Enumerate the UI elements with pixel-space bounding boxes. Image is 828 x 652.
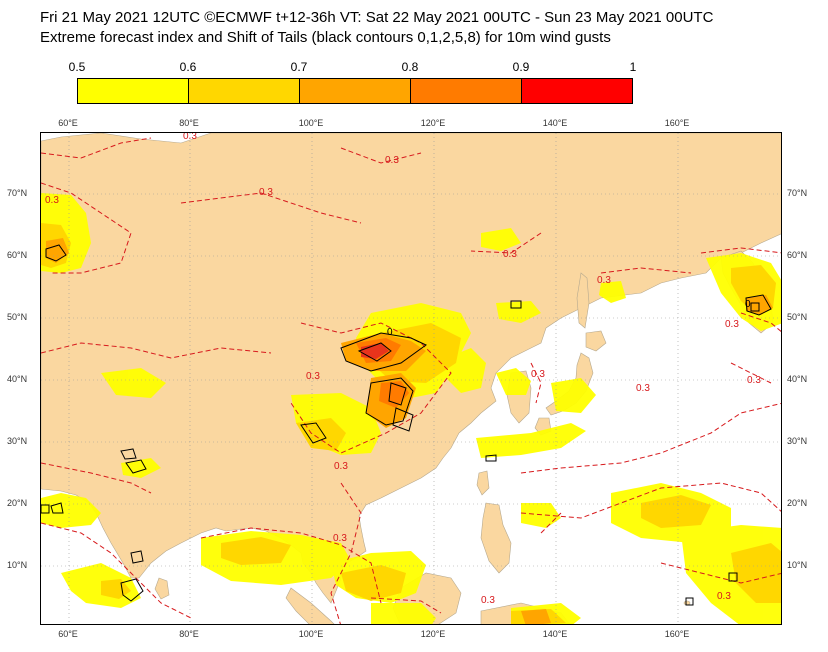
contour-label-2: 0.3 (385, 155, 399, 166)
colorbar-bin-1 (77, 78, 189, 104)
lon-label-top-140: 140°E (542, 118, 568, 128)
map-panel: 0.3 0.3 0.3 0.3 0.3 0.3 0.3 0.3 0.3 0.3 … (40, 132, 782, 625)
colorbar-tick-3: 0.8 (401, 60, 419, 74)
contour-label-1: 0.3 (183, 133, 197, 142)
lon-label-top-160: 160°E (664, 118, 690, 128)
lat-label-left-10: 10°N (7, 560, 28, 570)
contour-label-11: 0.3 (334, 461, 348, 472)
colorbar-tick-2: 0.7 (290, 60, 308, 74)
land-sumatra (285, 587, 335, 624)
colorbar-tick-5: 1 (629, 60, 637, 74)
lat-label-right-50: 50°N (787, 312, 808, 322)
colorbar-bin-5 (521, 78, 633, 104)
lon-label-bottom-160: 160°E (664, 629, 690, 639)
contour-labels: 0.3 0.3 0.3 0.3 0.3 0.3 0.3 0.3 0.3 0.3 … (45, 133, 761, 606)
sot-label-1: 0 (387, 327, 393, 338)
contour-label-3: 0.3 (259, 187, 273, 198)
lat-label-left-20: 20°N (7, 498, 28, 508)
lon-label-top-80: 80°E (179, 118, 199, 128)
colorbar-tick-1: 0.6 (179, 60, 197, 74)
lon-label-top-100: 100°E (298, 118, 324, 128)
contour-label-15: 0.3 (725, 319, 739, 330)
colorbar-bin-4 (410, 78, 522, 104)
lat-label-right-10: 10°N (787, 560, 808, 570)
contour-label-10: 0.3 (636, 383, 650, 394)
lat-label-left-30: 30°N (7, 436, 28, 446)
lon-label-bottom-140: 140°E (542, 629, 568, 639)
contour-label-14: 0.3 (717, 591, 731, 602)
colorbar-tick-4: 0.9 (512, 60, 530, 74)
lon-label-top-60: 60°E (58, 118, 78, 128)
land-srilanka (154, 577, 170, 600)
contour-label-13: 0.3 (481, 595, 495, 606)
title-line-2: Extreme forecast index and Shift of Tail… (40, 29, 611, 46)
lon-label-top-120: 120°E (420, 118, 446, 128)
lat-label-right-30: 30°N (787, 436, 808, 446)
title-line-1: Fri 21 May 2021 12UTC ©ECMWF t+12-36h VT… (40, 9, 714, 26)
lon-label-bottom-60: 60°E (58, 629, 78, 639)
contour-label-12: 0.3 (333, 533, 347, 544)
lat-label-left-50: 50°N (7, 312, 28, 322)
efi-layer (41, 193, 781, 624)
land-japan-hokkaido (585, 330, 607, 352)
lat-label-left-40: 40°N (7, 374, 28, 384)
contour-label-8: 0.3 (531, 369, 545, 380)
contour-label-4: 0.3 (45, 195, 59, 206)
lat-label-right-70: 70°N (787, 188, 808, 198)
land-taiwan (476, 470, 490, 496)
sot-contours (41, 244, 772, 606)
colorbar-tick-0: 0.5 (68, 60, 86, 74)
efi-0.3-contours (41, 137, 781, 624)
map-canvas: 0.3 0.3 0.3 0.3 0.3 0.3 0.3 0.3 0.3 0.3 … (41, 133, 781, 624)
contour-label-9: 0.3 (747, 375, 761, 386)
lat-label-right-40: 40°N (787, 374, 808, 384)
colorbar-bin-3 (299, 78, 411, 104)
contour-label-5: 0.3 (503, 249, 517, 260)
lat-label-left-60: 60°N (7, 250, 28, 260)
contour-label-6: 0.3 (597, 275, 611, 286)
colorbar-bin-2 (188, 78, 300, 104)
lon-label-bottom-80: 80°E (179, 629, 199, 639)
lat-label-right-20: 20°N (787, 498, 808, 508)
land-sakhalin (576, 272, 590, 329)
contour-label-7: 0.3 (306, 371, 320, 382)
land-philippines (480, 502, 512, 574)
lat-label-left-70: 70°N (7, 188, 28, 198)
land-japan-honshu (545, 352, 594, 416)
lon-label-bottom-100: 100°E (298, 629, 324, 639)
lon-label-bottom-120: 120°E (420, 629, 446, 639)
sot-label-2: 0 (745, 299, 751, 310)
lat-label-right-60: 60°N (787, 250, 808, 260)
